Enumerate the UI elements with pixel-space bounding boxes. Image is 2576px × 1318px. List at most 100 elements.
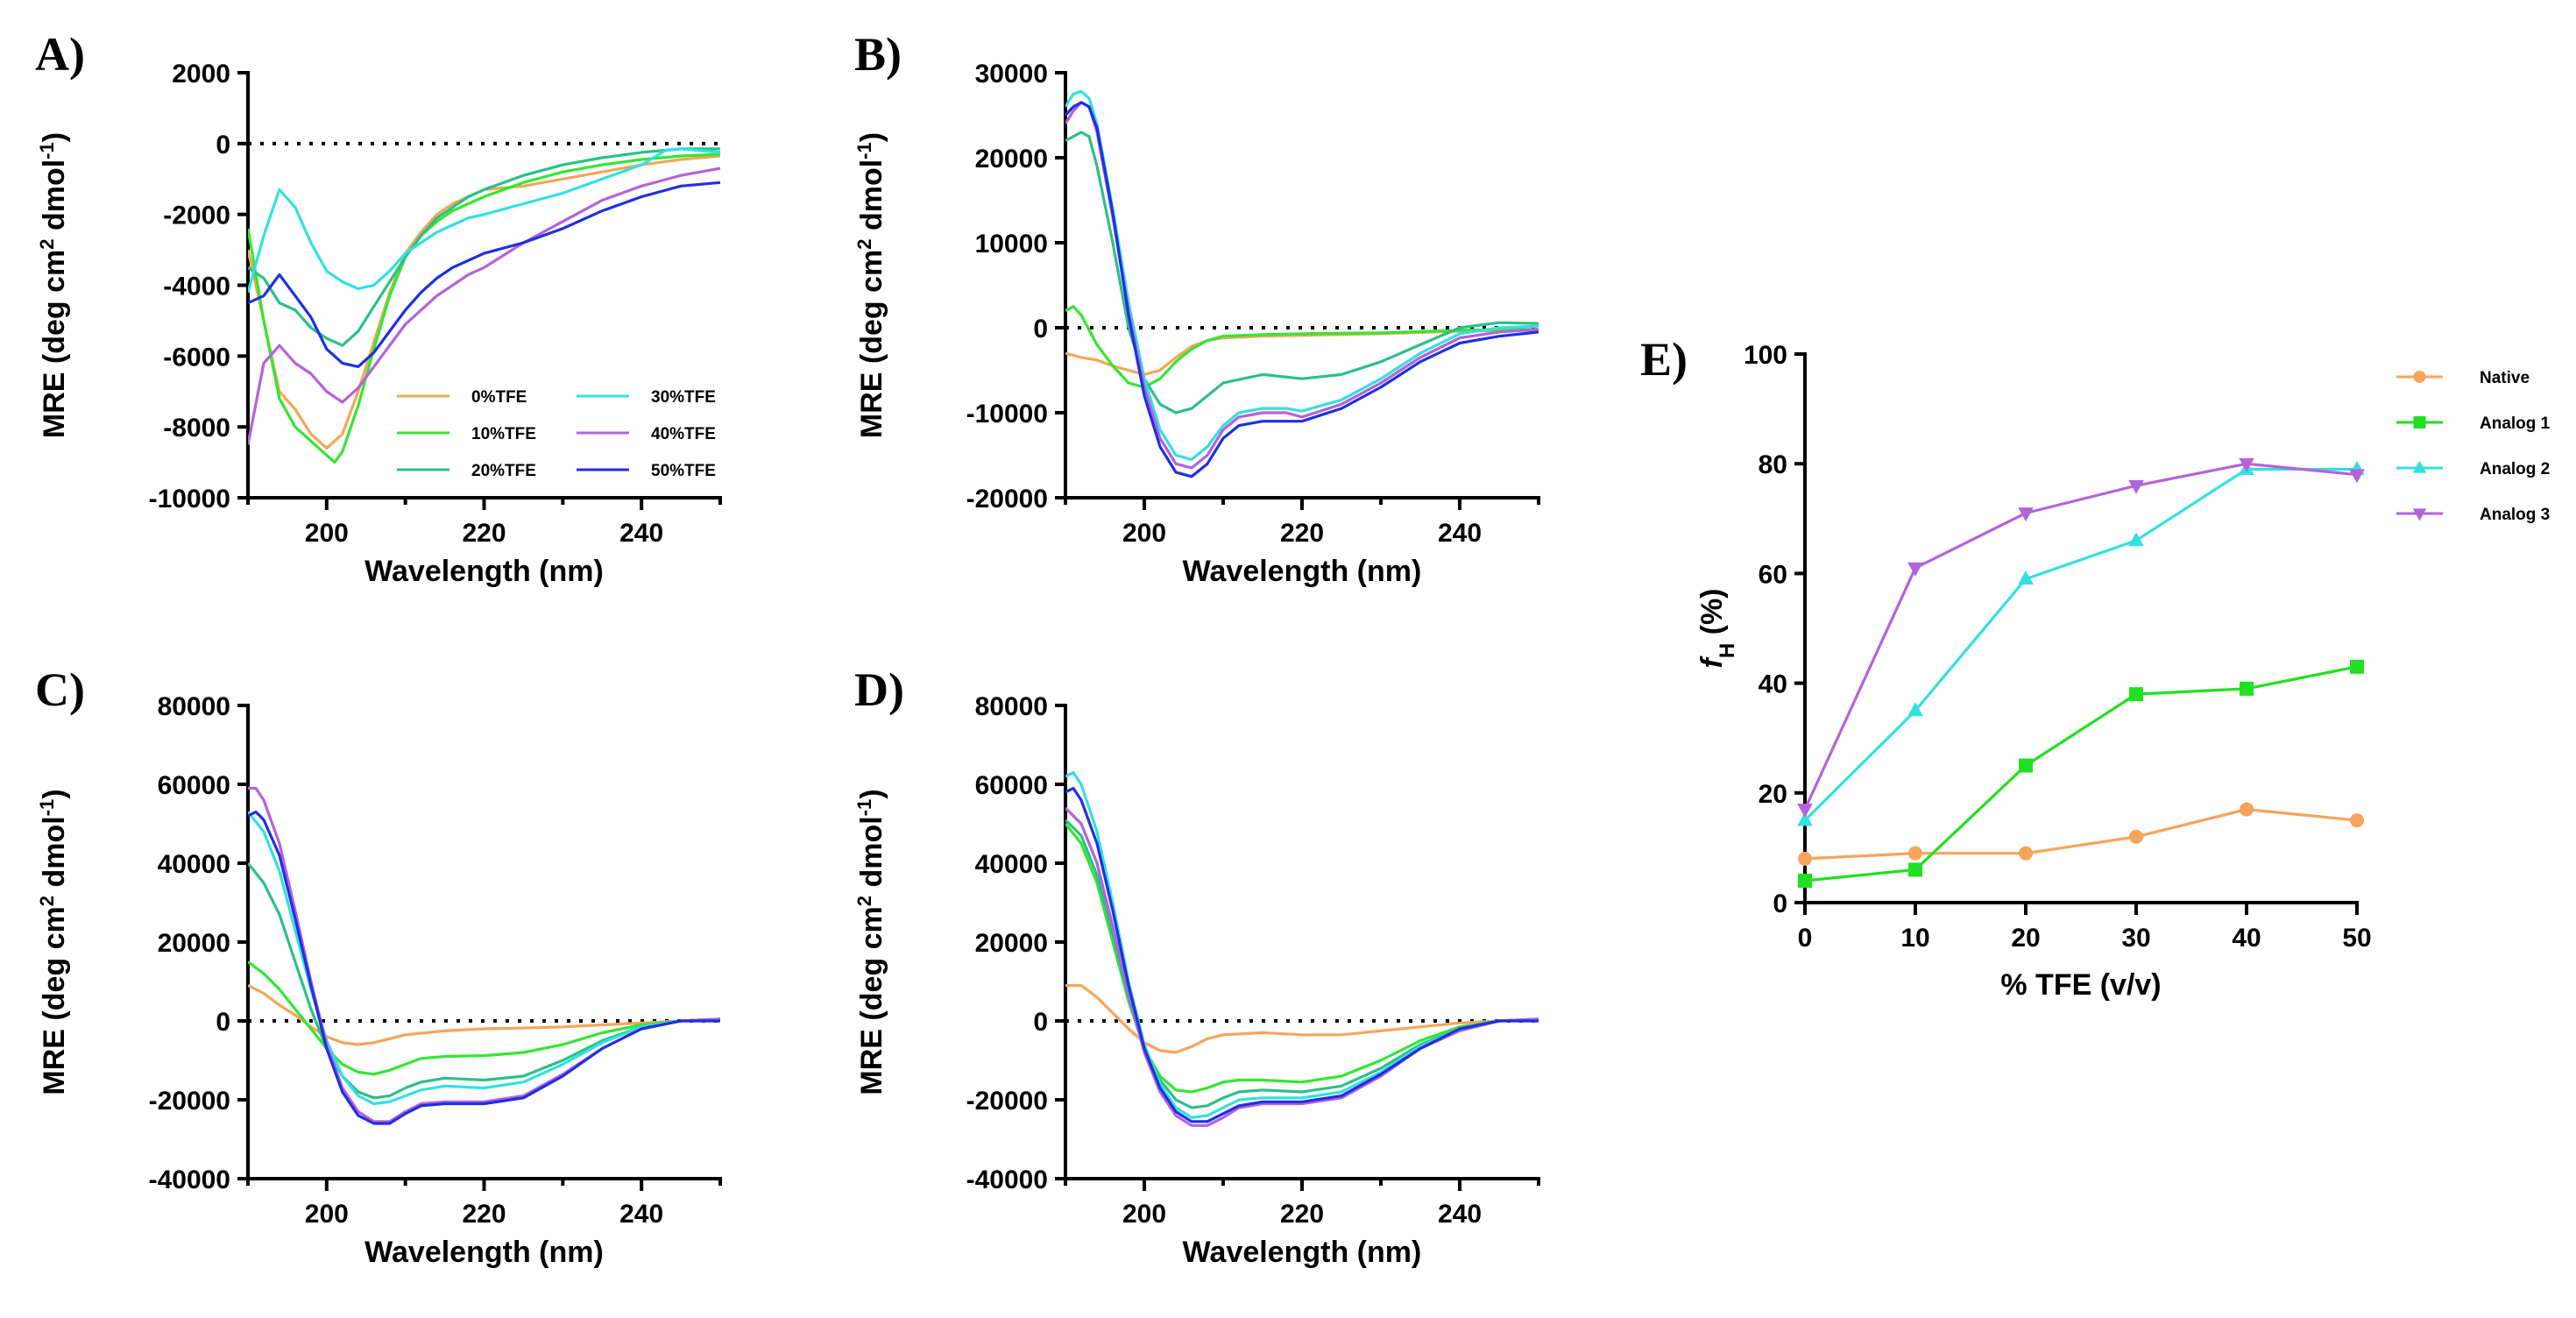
- y-tick-label: -10000: [149, 485, 230, 514]
- x-tick-label: 20: [2011, 924, 2040, 953]
- legend-label: 40%TFE: [651, 425, 716, 443]
- y-tick-label: -40000: [149, 1166, 230, 1194]
- y-tick-label: 0: [1033, 315, 1048, 344]
- series-40-tfe: [248, 786, 720, 1123]
- data-point: [2350, 659, 2364, 674]
- x-axis-label: Wavelength (nm): [1183, 555, 1422, 588]
- x-tick-label: 30: [2121, 924, 2150, 953]
- legend-label: Analog 1: [2480, 415, 2551, 433]
- series-10-tfe: [248, 152, 720, 464]
- series-10-tfe: [1065, 305, 1539, 389]
- legend-marker: [2412, 460, 2427, 473]
- data-point: [2129, 829, 2143, 844]
- data-point: [1798, 873, 1812, 888]
- legend-label: Analog 2: [2480, 460, 2550, 478]
- series-analog-3: [1803, 462, 2358, 811]
- legend-marker: [2413, 371, 2426, 383]
- x-axis-label: % TFE (v/v): [2000, 968, 2161, 1002]
- x-tick-label: 200: [305, 519, 349, 548]
- series-30-tfe: [248, 147, 720, 294]
- y-axis-label: MRE (deg cm2 dmol-1): [853, 132, 889, 438]
- legend-label: Native: [2480, 369, 2530, 387]
- panel-A: A) 2000 0 -2000 -4000 -6000 -8000 -10000 200 220 2…: [35, 28, 722, 588]
- y-label-sup: 2: [36, 238, 58, 249]
- legend-label: 10%TFE: [471, 425, 536, 443]
- series-10-tfe: [248, 960, 720, 1076]
- y-tick-label: 0: [216, 1008, 230, 1037]
- x-tick-label: 40: [2232, 924, 2261, 953]
- y-tick-label: 2000: [172, 60, 230, 89]
- legend-label: 0%TFE: [471, 388, 527, 407]
- series-50-tfe: [248, 810, 720, 1125]
- series-50-tfe: [248, 181, 720, 369]
- data-point: [1907, 562, 1923, 577]
- y-label-sub: H: [1716, 643, 1739, 658]
- series-10-tfe: [1065, 823, 1539, 1094]
- y-tick-label: 0: [216, 131, 230, 159]
- legend-label: Analog 3: [2480, 506, 2550, 524]
- y-label-part: MRE (deg cm: [38, 906, 71, 1095]
- y-tick-label: -10000: [966, 400, 1048, 429]
- y-tick-label: 60: [1759, 560, 1787, 589]
- y-label-part: MRE (deg cm: [855, 906, 888, 1095]
- series-20-tfe: [248, 862, 720, 1100]
- data-point: [2019, 758, 2033, 773]
- y-label-part: ): [855, 132, 888, 142]
- x-tick-label: 220: [1280, 519, 1324, 548]
- data-point: [2128, 532, 2144, 547]
- series-analog-2: [1803, 467, 2357, 822]
- series-30-tfe: [1065, 770, 1539, 1119]
- series-40-tfe: [248, 167, 720, 445]
- data-point: [2129, 687, 2143, 702]
- y-label-part: f: [1695, 655, 1729, 669]
- y-tick-label: 0: [1773, 889, 1787, 918]
- y-tick-label: -8000: [163, 414, 230, 443]
- x-tick-label: 10: [1900, 924, 1929, 953]
- data-point: [1908, 846, 1922, 861]
- y-tick-label: 30000: [975, 60, 1048, 89]
- legend-label: 30%TFE: [651, 388, 716, 407]
- y-label-part: dmol: [38, 816, 71, 896]
- y-tick-label: 20000: [975, 145, 1048, 174]
- y-label-part: ): [38, 789, 71, 798]
- y-label-part: dmol: [855, 816, 888, 896]
- y-label-part: dmol: [855, 159, 888, 239]
- data-point: [1797, 804, 1813, 818]
- y-tick-label: 40000: [158, 850, 230, 879]
- y-tick-label: 10000: [975, 230, 1048, 259]
- x-tick-label: 220: [462, 1200, 506, 1229]
- data-point: [2018, 570, 2034, 585]
- panel-label-C: C): [35, 663, 85, 716]
- series-30-tfe: [248, 811, 720, 1106]
- y-label-part: ): [855, 789, 888, 798]
- x-tick-label: 200: [305, 1200, 349, 1229]
- series-0-tfe: [248, 984, 720, 1046]
- y-tick-label: 80000: [975, 692, 1048, 721]
- y-tick-label: 20: [1759, 780, 1787, 809]
- panel-label-E: E): [1640, 333, 1688, 386]
- y-label-part: MRE (deg cm: [38, 250, 71, 438]
- x-tick-label: 0: [1798, 924, 1813, 953]
- legend-label: 20%TFE: [471, 462, 536, 480]
- y-tick-label: -20000: [966, 1087, 1048, 1116]
- y-axis-label: MRE (deg cm2 dmol-1): [36, 132, 72, 438]
- y-label-sup: -1: [36, 142, 58, 159]
- series-analog-1: [1804, 665, 2358, 882]
- data-point: [2019, 846, 2033, 861]
- y-tick-label: -20000: [149, 1087, 230, 1116]
- series-50-tfe: [1065, 786, 1539, 1123]
- x-tick-label: 200: [1122, 1200, 1166, 1229]
- series-0-tfe: [1065, 983, 1539, 1054]
- y-tick-label: -40000: [966, 1166, 1048, 1194]
- y-label-part: (%): [1695, 589, 1729, 643]
- x-tick-label: 50: [2342, 924, 2371, 953]
- legend-marker: [2413, 416, 2426, 429]
- y-label-part: MRE (deg cm: [855, 250, 888, 438]
- y-axis-label: MRE (deg cm2 dmol-1): [36, 789, 72, 1095]
- data-point: [1907, 702, 1923, 717]
- x-tick-label: 240: [1438, 1200, 1482, 1229]
- panel-label-A: A): [35, 28, 85, 81]
- data-point: [2128, 479, 2144, 494]
- series-50-tfe: [1065, 101, 1539, 478]
